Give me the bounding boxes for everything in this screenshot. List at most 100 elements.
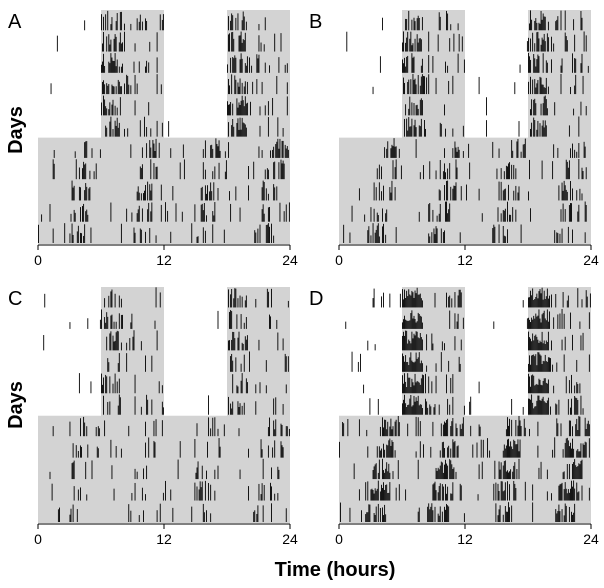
activity-bar — [576, 466, 578, 480]
activity-bar — [566, 437, 568, 458]
activity-bar — [540, 77, 542, 95]
activity-bar — [414, 21, 416, 31]
activity-bar — [383, 427, 384, 437]
activity-bar — [404, 289, 405, 308]
activity-bar — [128, 504, 130, 522]
activity-bar — [153, 163, 155, 180]
activity-bar — [376, 225, 378, 243]
activity-bar — [407, 405, 409, 415]
activity-bar — [415, 322, 417, 329]
activity-bar — [214, 469, 216, 480]
activity-bar — [143, 510, 144, 522]
activity-bar — [493, 483, 495, 501]
activity-bar — [440, 461, 442, 480]
activity-bar — [155, 166, 157, 180]
activity-bar — [151, 183, 153, 201]
activity-bar — [390, 192, 392, 201]
activity-bar — [447, 505, 449, 522]
activity-bar — [84, 224, 86, 243]
activity-bar — [384, 504, 386, 522]
activity-bar — [161, 385, 163, 394]
activity-bar — [136, 191, 138, 201]
activity-bar — [105, 322, 107, 329]
activity-bar — [122, 63, 123, 73]
activity-bar — [104, 66, 106, 73]
activity-bar — [374, 488, 376, 501]
activity-bar — [202, 227, 204, 243]
activity-bar — [408, 108, 410, 116]
activity-bar — [271, 288, 272, 308]
activity-bar — [107, 10, 109, 31]
activity-bar — [425, 398, 426, 415]
activity-bar — [505, 445, 507, 458]
activity-bar — [552, 449, 554, 458]
activity-bar — [265, 385, 267, 394]
activity-bar — [398, 484, 400, 501]
activity-bar — [448, 506, 450, 522]
activity-bar — [417, 511, 419, 522]
activity-bar — [449, 203, 451, 222]
activity-bar — [376, 212, 378, 222]
activity-bar — [366, 512, 368, 522]
activity-bar — [231, 74, 233, 95]
activity-bar — [542, 103, 544, 116]
activity-bar — [104, 317, 106, 329]
activity-bar — [274, 440, 276, 458]
activity-bar — [405, 319, 407, 329]
activity-bar — [402, 59, 403, 73]
activity-bar — [72, 462, 74, 480]
activity-bar — [447, 180, 449, 201]
activity-bar — [261, 81, 263, 95]
activity-bar — [376, 168, 378, 180]
activity-bar — [367, 340, 369, 351]
activity-bar — [505, 471, 507, 480]
activity-bar — [99, 149, 101, 158]
activity-bar — [368, 504, 370, 522]
activity-bar — [285, 204, 287, 222]
activity-bar — [274, 493, 276, 501]
activity-bar — [96, 446, 98, 458]
activity-bar — [419, 363, 421, 372]
activity-bar — [509, 214, 510, 222]
activity-bar — [408, 377, 410, 394]
activity-bar — [419, 404, 421, 415]
activity-bar — [244, 336, 246, 351]
activity-bar — [500, 462, 502, 480]
activity-bar — [419, 172, 421, 180]
activity-bar — [339, 441, 340, 458]
activity-bar — [456, 427, 458, 437]
activity-bar — [508, 438, 509, 458]
activity-bar — [244, 300, 246, 308]
activity-bar — [469, 162, 471, 180]
activity-bar — [408, 365, 410, 372]
activity-bar — [202, 503, 204, 522]
activity-bar — [444, 448, 445, 458]
activity-bar — [382, 226, 383, 243]
activity-bar — [417, 337, 419, 351]
activity-bar — [538, 378, 540, 394]
activity-bar — [200, 204, 202, 222]
activity-bar — [404, 118, 405, 137]
activity-bar — [411, 19, 413, 31]
activity-bar — [102, 81, 103, 95]
activity-bar — [502, 210, 504, 222]
activity-bar — [497, 483, 499, 501]
activity-bar — [260, 439, 262, 458]
activity-bar — [565, 189, 567, 201]
activity-bar — [116, 330, 118, 351]
activity-bar — [273, 146, 275, 158]
activity-bar — [267, 291, 269, 308]
activity-bar — [115, 86, 117, 95]
activity-bar — [420, 118, 422, 137]
activity-bar — [195, 472, 197, 480]
activity-bar — [282, 140, 284, 158]
activity-bar — [441, 462, 443, 480]
activity-bar — [104, 420, 106, 437]
activity-bar — [241, 42, 243, 52]
activity-bar — [508, 184, 509, 201]
activity-bar — [237, 82, 239, 95]
activity-bar — [105, 125, 107, 137]
activity-bar — [503, 189, 505, 201]
activity-bar — [382, 507, 383, 522]
activity-bar — [419, 99, 421, 116]
